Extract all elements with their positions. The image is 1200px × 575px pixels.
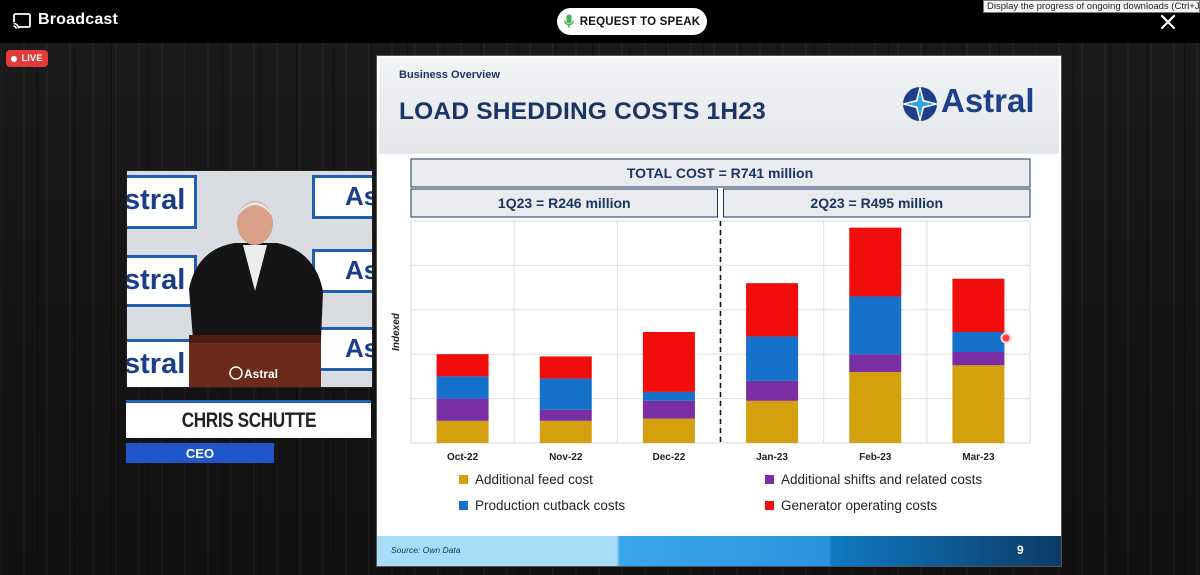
chart-group-box: [723, 188, 1031, 218]
legend-label: Generator operating costs: [781, 498, 938, 513]
app-title: Broadcast: [38, 11, 119, 28]
bar-segment: [849, 296, 902, 355]
legend-swatch: [459, 501, 468, 510]
bar-segment: [746, 336, 799, 381]
legend-swatch: [765, 501, 774, 510]
chart-title-box: [410, 158, 1031, 188]
bar-segment: [952, 278, 1005, 332]
slide-section-label: Business Overview: [399, 69, 500, 81]
backdrop-text: As: [345, 181, 372, 211]
backdrop-panel: stral: [126, 339, 197, 387]
legend-label: Production cutback costs: [475, 498, 626, 513]
podium-logo-text: Astral: [244, 367, 278, 381]
speaker-role: CEO: [185, 445, 215, 461]
cast-icon: [13, 13, 31, 29]
request-to-speak-label: REQUEST TO SPEAK: [579, 15, 701, 28]
backdrop-text: stral: [126, 348, 186, 380]
bar-segment: [642, 332, 695, 392]
bar-segment: [539, 409, 592, 421]
slide-title: LOAD SHEDDING COSTS 1H23: [399, 98, 766, 125]
bar-segment: [746, 283, 799, 337]
chart-title: TOTAL COST = R741 million: [627, 165, 813, 181]
legend-swatch: [459, 475, 468, 484]
legend-item-shifts: Additional shifts and related costs: [765, 472, 982, 487]
y-axis-label: Indexed: [391, 312, 402, 351]
source-note: Source: Own Data: [391, 545, 461, 555]
legend-swatch: [765, 475, 774, 484]
slide-footer: Source: Own Data 9: [377, 536, 1061, 566]
x-tick-label: Oct-22: [447, 452, 479, 463]
close-icon[interactable]: [1158, 12, 1178, 32]
legend-item-generator: Generator operating costs: [765, 498, 937, 513]
backdrop-text: As: [345, 333, 372, 363]
speaker-name-card: CHRIS SCHUTTE: [126, 400, 371, 438]
legend-item-feed: Additional feed cost: [459, 472, 593, 487]
bar-segment: [952, 351, 1005, 366]
chart-group-label: 1Q23 = R246 million: [498, 195, 631, 211]
astral-logo-text: Astral: [941, 82, 1035, 119]
legend-item-cutback: Production cutback costs: [459, 498, 625, 513]
bar-segment: [539, 356, 592, 379]
backdrop-text: stral: [126, 264, 186, 296]
bar-segment: [952, 365, 1005, 443]
chart-group-box: [410, 188, 718, 218]
top-bar: Broadcast REQUEST TO SPEAK Display the p…: [0, 0, 1200, 43]
backdrop-panel: stral: [126, 255, 197, 307]
x-tick-label: Mar-23: [962, 452, 995, 463]
speaker-role-card: CEO: [126, 443, 274, 463]
astral-logo: Astral: [899, 80, 1049, 130]
slide-page-number: 9: [1017, 543, 1024, 557]
x-tick-label: Nov-22: [549, 452, 583, 463]
bar-segment: [642, 418, 695, 443]
x-tick-label: Feb-23: [859, 452, 892, 463]
backdrop-panel: As: [312, 327, 372, 371]
downloads-tooltip: Display the progress of ongoing download…: [983, 0, 1200, 13]
chart-group-label: 2Q23 = R495 million: [810, 195, 943, 211]
bar-segment: [642, 400, 695, 419]
live-label: LIVE: [21, 53, 43, 64]
slide-header: Business Overview LOAD SHEDDING COSTS 1H…: [379, 58, 1059, 154]
bar-segment: [436, 354, 489, 377]
speaker-name: CHRIS SCHUTTE: [181, 408, 316, 432]
bar-segment: [642, 391, 695, 401]
legend-label: Additional shifts and related costs: [781, 472, 983, 487]
bar-segment: [436, 420, 489, 443]
live-dot-icon: [11, 55, 18, 62]
microphone-icon: [563, 14, 574, 28]
bar-segment: [436, 398, 489, 421]
bar-segment: [436, 376, 489, 399]
backdrop-text: stral: [126, 184, 186, 216]
bar-segment: [746, 400, 799, 443]
load-shedding-chart: TOTAL COST = R741 million 1Q23 = R246 mil…: [391, 158, 1031, 463]
bar-segment: [539, 420, 592, 443]
backdrop-panel: As: [312, 175, 372, 219]
compass-star-icon: [901, 85, 939, 123]
bar-segment: [849, 371, 902, 443]
backdrop-panel: stral: [126, 175, 197, 229]
speaker-figure: Astral: [189, 201, 323, 387]
backdrop-text: As: [345, 255, 372, 285]
x-tick-label: Dec-22: [653, 452, 686, 463]
legend-label: Additional feed cost: [475, 472, 593, 487]
speaker-video: stral stral stral As As As: [126, 170, 373, 388]
bar-segment: [849, 227, 902, 297]
bar-segment: [952, 332, 1005, 352]
bar-segment: [539, 378, 592, 410]
laser-pointer-dot: [1000, 332, 1012, 344]
x-tick-label: Jan-23: [756, 452, 788, 463]
bar-segment: [849, 354, 902, 372]
bar-segment: [746, 380, 799, 401]
presentation-slide: Business Overview LOAD SHEDDING COSTS 1H…: [376, 55, 1062, 567]
live-badge: LIVE: [6, 50, 48, 67]
request-to-speak-button[interactable]: REQUEST TO SPEAK: [557, 8, 707, 35]
